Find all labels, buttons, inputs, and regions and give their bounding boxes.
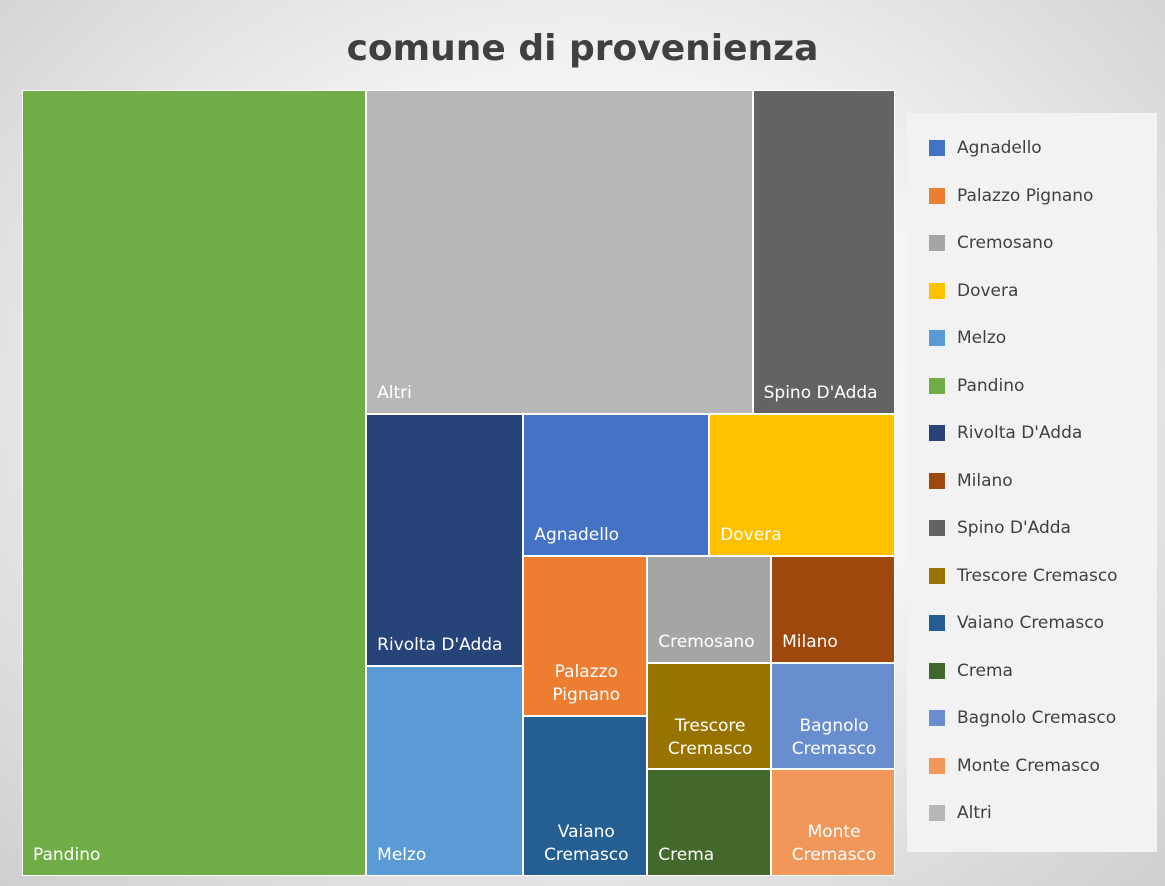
legend-item: Cremosano [929,231,1053,255]
treemap-tile: Bagnolo Cremasco [771,662,895,770]
tile-label: Crema [658,845,715,866]
treemap-tile: Palazzo Pignano [523,556,648,717]
legend-item: Crema [929,659,1013,683]
legend-item: Pandino [929,374,1024,398]
legend-item: Spino D'Adda [929,516,1071,540]
treemap-tile: Crema [647,769,772,876]
legend-label: Melzo [957,328,1007,348]
legend-swatch [929,567,945,584]
legend-label: Vaiano Cremasco [957,613,1104,633]
treemap-tile: Dovera [709,414,895,557]
tile-label: Melzo [377,845,427,866]
legend-swatch [929,330,945,346]
legend-label: Pandino [957,375,1025,396]
treemap-tile: Spino D'Adda [752,90,895,415]
treemap-tile: Cremosano [647,556,772,663]
legend-label: Palazzo Pignano [957,185,1094,206]
legend-label: Altri [957,803,992,823]
tile-label: Trescore Cremasco [667,715,753,759]
legend-swatch [929,615,945,631]
legend-item: Agnadello [929,136,1042,160]
legend-item: Milano [929,469,1013,493]
chart-title: comune di provenienza [346,28,819,69]
legend-swatch [929,140,945,156]
tile-label: Palazzo Pignano [552,662,621,706]
legend-item: Trescore Cremasco [929,564,1118,588]
legend: Agnadello Palazzo Pignano Cremosano Dovera M… [907,113,1157,852]
treemap-tile: Trescore Cremasco [647,662,772,770]
treemap-tile: Melzo [366,666,524,876]
legend-swatch [929,662,945,679]
legend-label: Monte Cremasco [957,755,1100,776]
treemap-tile: Monte Cremasco [771,769,895,876]
treemap-tile: Altri [366,90,753,415]
legend-swatch [929,805,945,821]
legend-label: Crema [957,660,1013,681]
legend-item: Vaiano Cremasco [929,611,1104,635]
legend-item: Bagnolo Cremasco [929,706,1116,730]
legend-swatch [929,757,945,774]
legend-label: Bagnolo Cremasco [957,708,1117,728]
legend-item: Palazzo Pignano [929,184,1093,208]
legend-swatch [929,235,945,251]
treemap-tile: Vaiano Cremasco [523,716,648,876]
legend-label: Trescore Cremasco [957,565,1118,586]
tile-label: Monte Cremasco [791,822,877,866]
treemap-tile: Agnadello [523,414,710,557]
tile-label: Dovera [720,525,782,546]
tile-label: Altri [377,383,412,404]
tile-label: Bagnolo Cremasco [791,715,877,759]
legend-label: Spino D'Adda [957,518,1071,538]
legend-label: Cremosano [957,233,1054,253]
legend-label: Milano [957,470,1013,491]
legend-swatch [929,710,945,726]
legend-item: Altri [929,801,992,825]
legend-label: Agnadello [957,138,1042,158]
tile-label: Rivolta D'Adda [377,635,503,656]
tile-label: Milano [782,631,838,652]
treemap-tile: Pandino [22,90,367,876]
legend-swatch [929,425,945,441]
legend-item: Dovera [929,279,1018,303]
tile-label: Spino D'Adda [763,383,878,404]
legend-item: Melzo [929,326,1006,350]
tile-label: Pandino [33,845,101,866]
legend-label: Rivolta D'Adda [957,423,1083,443]
legend-swatch [929,282,945,299]
legend-swatch [929,472,945,489]
tile-label: Agnadello [534,525,620,546]
legend-swatch [929,187,945,204]
legend-swatch [929,377,945,394]
legend-swatch [929,520,945,536]
treemap-tile: Rivolta D'Adda [366,414,524,667]
legend-item: Monte Cremasco [929,754,1100,778]
tile-label: Vaiano Cremasco [544,822,629,866]
legend-label: Dovera [957,280,1019,301]
treemap-tile: Milano [771,556,895,663]
tile-label: Cremosano [658,631,755,652]
legend-item: Rivolta D'Adda [929,421,1082,445]
